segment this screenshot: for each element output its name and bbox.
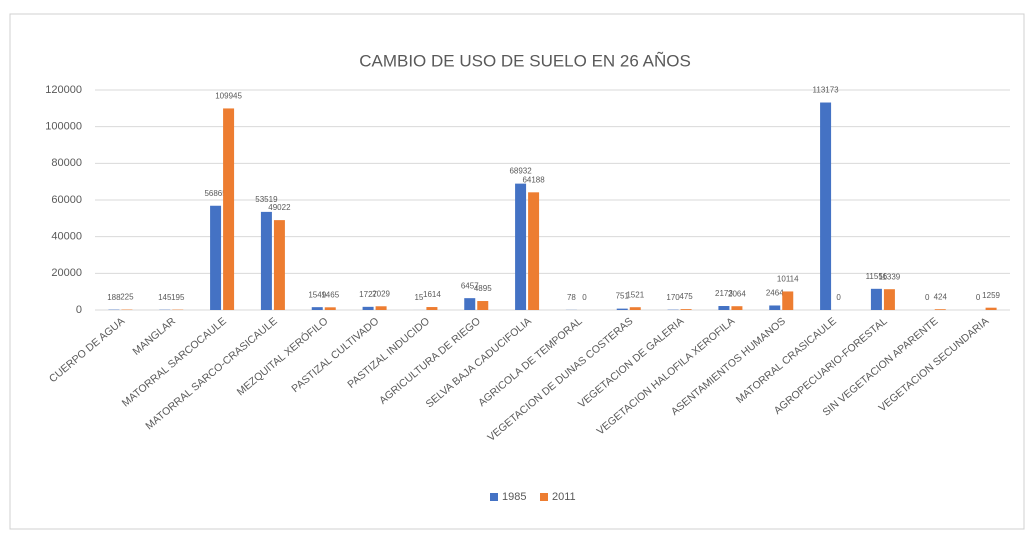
value-label: 11339 bbox=[879, 272, 901, 281]
bar bbox=[870, 288, 882, 310]
legend-swatch bbox=[490, 493, 498, 501]
value-label: 2064 bbox=[728, 289, 746, 298]
y-tick-label: 20000 bbox=[51, 267, 82, 279]
value-label: 170 bbox=[666, 293, 680, 302]
legend-swatch bbox=[540, 493, 548, 501]
bar bbox=[769, 305, 781, 310]
value-label: 6457 bbox=[461, 281, 479, 290]
bar bbox=[260, 211, 272, 310]
bar bbox=[616, 308, 628, 310]
bar bbox=[311, 307, 323, 310]
bar bbox=[820, 102, 832, 310]
value-label: 1521 bbox=[626, 290, 644, 299]
bar bbox=[324, 307, 336, 310]
value-label: 53519 bbox=[255, 195, 278, 204]
value-label: 0 bbox=[836, 293, 841, 302]
bar bbox=[934, 309, 946, 310]
value-label: 188 bbox=[107, 293, 121, 302]
legend-label: 2011 bbox=[552, 491, 576, 503]
bar bbox=[477, 301, 489, 310]
value-label: 2029 bbox=[372, 289, 390, 298]
value-label: 1259 bbox=[982, 291, 1000, 300]
bar bbox=[273, 220, 285, 310]
value-label: 113173 bbox=[813, 86, 840, 95]
value-label: 2173 bbox=[715, 289, 733, 298]
value-label: 109945 bbox=[215, 92, 242, 101]
bar bbox=[718, 306, 730, 310]
bar bbox=[629, 307, 641, 310]
bar bbox=[782, 291, 794, 310]
bar bbox=[375, 306, 387, 310]
y-tick-label: 0 bbox=[76, 304, 82, 316]
value-label: 56865 bbox=[204, 189, 227, 198]
value-label: 64188 bbox=[522, 175, 545, 184]
chart-title: CAMBIO DE USO DE SUELO EN 26 AÑOS bbox=[359, 51, 691, 70]
value-label: 11556 bbox=[866, 272, 888, 281]
value-label: 1727 bbox=[359, 290, 377, 299]
value-label: 10114 bbox=[777, 275, 799, 284]
bar bbox=[985, 307, 997, 310]
bar bbox=[515, 183, 527, 310]
bar bbox=[210, 205, 222, 310]
value-label: 1465 bbox=[321, 290, 339, 299]
bar bbox=[731, 306, 743, 310]
y-tick-label: 60000 bbox=[51, 194, 82, 206]
value-label: 0 bbox=[976, 293, 981, 302]
value-label: 1549 bbox=[308, 290, 326, 299]
y-tick-label: 100000 bbox=[45, 121, 82, 133]
bar bbox=[223, 108, 235, 310]
value-label: 0 bbox=[925, 293, 930, 302]
value-label: 2464 bbox=[766, 289, 784, 298]
y-tick-label: 120000 bbox=[45, 84, 82, 96]
y-tick-label: 40000 bbox=[51, 231, 82, 243]
bar bbox=[528, 192, 540, 310]
value-label: 0 bbox=[582, 293, 587, 302]
value-label: 68932 bbox=[509, 167, 532, 176]
bar bbox=[680, 309, 692, 310]
value-label: 475 bbox=[679, 292, 693, 301]
value-label: 225 bbox=[120, 293, 134, 302]
bar bbox=[426, 307, 438, 310]
value-label: 78 bbox=[567, 293, 576, 302]
bar bbox=[362, 306, 374, 310]
value-label: 49022 bbox=[268, 203, 291, 212]
value-label: 195 bbox=[171, 293, 185, 302]
value-label: 145 bbox=[158, 293, 172, 302]
value-label: 751 bbox=[616, 292, 630, 301]
bar bbox=[464, 298, 476, 310]
value-label: 424 bbox=[934, 292, 948, 301]
legend-label: 1985 bbox=[502, 491, 526, 503]
value-label: 4895 bbox=[474, 284, 492, 293]
value-label: 15 bbox=[414, 293, 423, 302]
value-label: 1614 bbox=[423, 290, 441, 299]
bar bbox=[883, 289, 895, 310]
y-tick-label: 80000 bbox=[51, 157, 82, 169]
